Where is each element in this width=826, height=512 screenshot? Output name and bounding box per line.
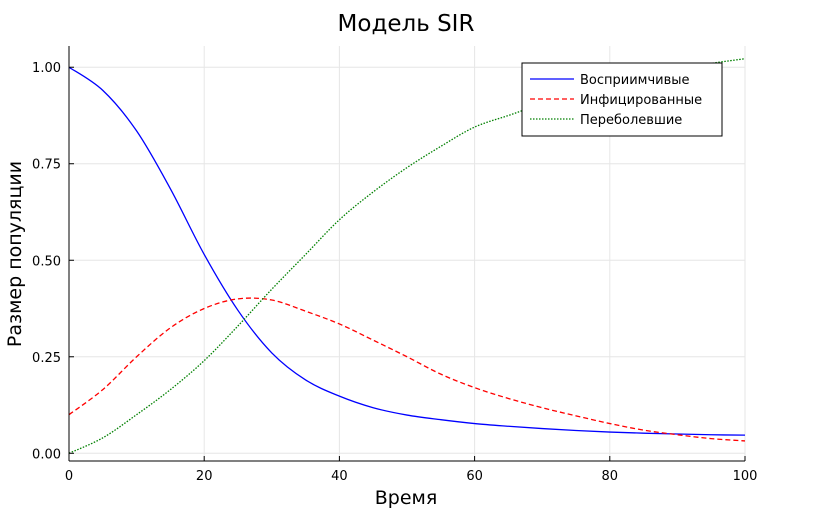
y-axis-title: Размер популяции bbox=[4, 161, 26, 347]
ticks: 0 20 40 60 80 100 0.00 0.25 0.50 0.75 1.00 bbox=[32, 61, 757, 484]
x-tick-label: 80 bbox=[602, 469, 619, 484]
legend: Восприимчивые Инфицированные Переболевшие bbox=[521, 62, 723, 137]
x-tick-label: 40 bbox=[331, 469, 348, 484]
axes bbox=[68, 46, 745, 462]
series-line-1 bbox=[68, 297, 746, 442]
legend-label-2: Переболевшие bbox=[580, 113, 682, 128]
y-tick-label: 0.75 bbox=[32, 158, 61, 173]
y-tick-label: 0.50 bbox=[32, 254, 61, 269]
x-tick-label: 0 bbox=[65, 469, 73, 484]
x-tick-label: 60 bbox=[466, 469, 483, 484]
y-tick-label: 0.25 bbox=[32, 351, 61, 366]
legend-label-0: Восприимчивые bbox=[580, 73, 690, 88]
x-tick-label: 100 bbox=[733, 469, 758, 484]
series-line-0 bbox=[68, 66, 746, 436]
x-axis-title: Время bbox=[375, 487, 438, 509]
y-tick-label: 0.00 bbox=[32, 447, 61, 462]
grid bbox=[68, 46, 746, 461]
y-tick-label: 1.00 bbox=[32, 61, 61, 76]
legend-label-1: Инфицированные bbox=[580, 93, 702, 108]
x-tick-label: 20 bbox=[196, 469, 213, 484]
legend-box bbox=[521, 62, 723, 137]
chart-title: Модель SIR bbox=[338, 11, 475, 37]
